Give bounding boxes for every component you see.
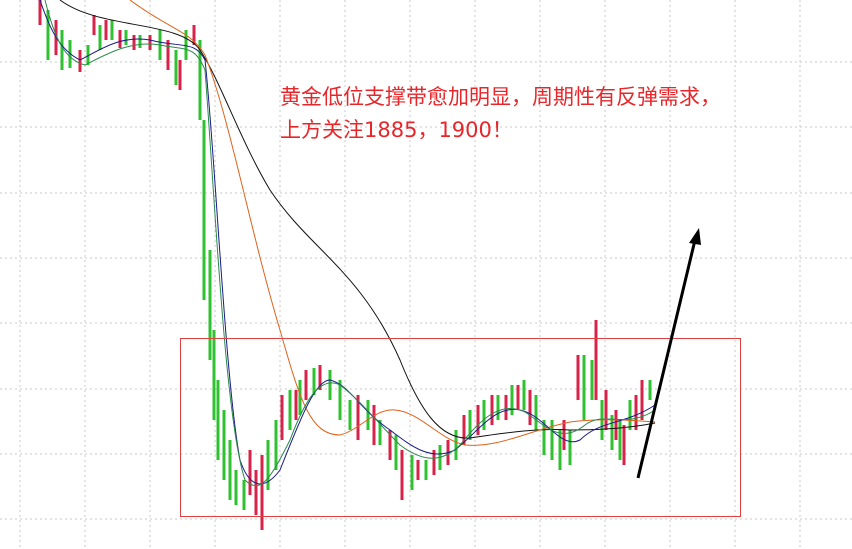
moving-averages: [39, 0, 656, 487]
range-box: [180, 338, 741, 517]
candles-up: [46, 10, 652, 510]
annotation: 上方关注1885，1900！: [280, 118, 513, 142]
arrow: [636, 228, 701, 479]
candles-down: [38, 0, 644, 530]
annotation: 黄金低位支撑带愈加明显，周期性有反弹需求，: [280, 85, 721, 109]
